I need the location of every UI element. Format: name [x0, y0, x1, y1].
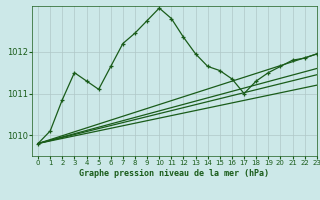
X-axis label: Graphe pression niveau de la mer (hPa): Graphe pression niveau de la mer (hPa) [79, 169, 269, 178]
